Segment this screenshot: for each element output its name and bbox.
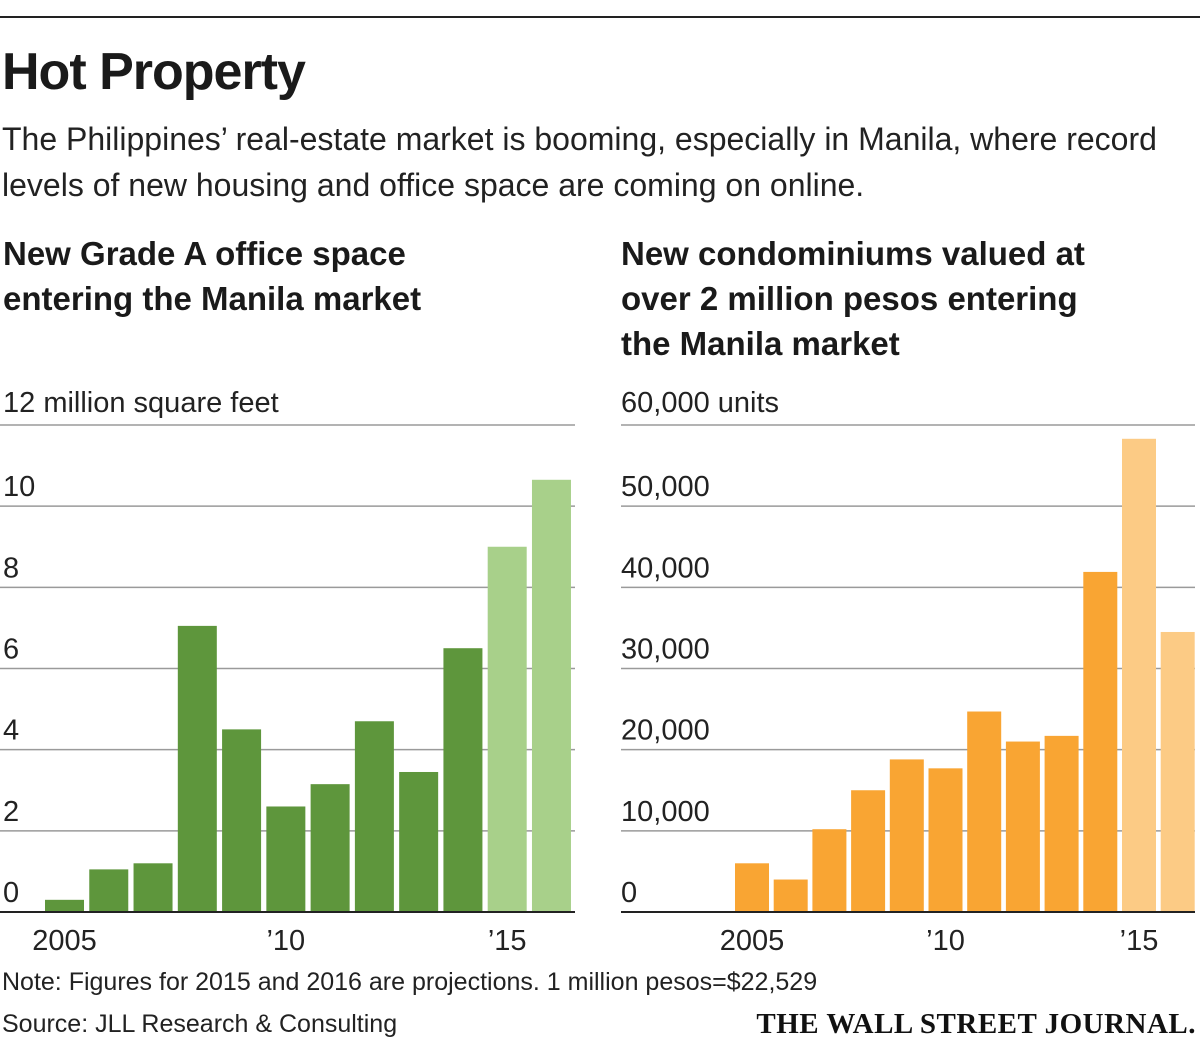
chart-1-x-tick-label: 2005 <box>32 925 97 957</box>
chart-1-title-line: entering the Manila market <box>3 280 421 317</box>
chart-2-y-tick-label: 40,000 <box>621 552 710 584</box>
chart-1-bar-2015 <box>487 546 527 912</box>
chart-1-bar-2005 <box>45 899 84 912</box>
chart-2-y-tick-label: 20,000 <box>621 715 710 747</box>
chart-1-x-tick-label: ’10 <box>266 925 305 957</box>
chart-1-bar-2008 <box>177 625 217 912</box>
chart-2-bar-2006 <box>773 879 808 912</box>
chart-1-bar-2011 <box>310 784 350 912</box>
chart-2-bar-2014 <box>1083 571 1118 912</box>
chart-1-y-unit-label: 12 million square feet <box>3 387 279 419</box>
chart-1-title-line: New Grade A office space <box>3 235 406 272</box>
source-line: Source: JLL Research & Consulting <box>2 1010 398 1038</box>
chart-1-y-tick-label: 8 <box>3 552 19 584</box>
chart-1-bar-2016 <box>531 479 571 912</box>
chart-2-y-tick-label: 50,000 <box>621 471 710 503</box>
chart-2-y-tick-label: 0 <box>621 877 637 909</box>
chart-title: Hot Property <box>2 43 306 101</box>
chart-2-bar-2012 <box>1005 741 1040 912</box>
chart-2-y-tick-label: 30,000 <box>621 634 710 666</box>
chart-2-bar-2011 <box>967 711 1002 912</box>
chart-2-bar-2009 <box>889 759 924 912</box>
publisher-logo: THE WALL STREET JOURNAL. <box>756 1008 1196 1040</box>
chart-2-bar-2005 <box>735 863 769 912</box>
chart-1-x-tick-label: ’15 <box>488 925 527 957</box>
chart-2-title-line: the Manila market <box>621 325 900 362</box>
chart-2-y-unit-label: 60,000 units <box>621 387 779 419</box>
chart-1-bar-2010 <box>266 806 306 912</box>
chart-subtitle: The Philippines’ real-estate market is b… <box>2 121 1157 203</box>
chart-1-bar-2013 <box>399 771 439 912</box>
chart-1-y-tick-label: 2 <box>3 796 19 828</box>
chart-2-bar-2007 <box>812 829 847 912</box>
chart-1-y-tick-label: 0 <box>3 877 19 909</box>
chart-1-y-tick-label: 10 <box>3 471 35 503</box>
chart-1-bar-2014 <box>443 648 483 912</box>
top-rule <box>0 16 1200 18</box>
chart-2-bar-2008 <box>851 790 886 912</box>
chart-2-bar-2010 <box>928 768 963 912</box>
chart-1-bar-2006 <box>89 869 129 912</box>
chart-2-bar-2015 <box>1122 438 1156 912</box>
chart-2-bar-2013 <box>1044 735 1079 912</box>
chart-2-title-line: over 2 million pesos entering <box>621 280 1078 317</box>
chart-2-x-tick-label: 2005 <box>720 925 785 957</box>
chart-2-bar-2016 <box>1160 631 1195 912</box>
chart-2-x-tick-label: ’15 <box>1120 925 1159 957</box>
chart-2-y-tick-label: 10,000 <box>621 796 710 828</box>
chart-1-y-tick-label: 6 <box>3 634 19 666</box>
chart-1-bar-2012 <box>354 721 394 912</box>
chart-2-title-line: New condominiums valued at <box>621 235 1085 272</box>
chart-1-y-tick-label: 4 <box>3 715 19 747</box>
chart-2-x-tick-label: ’10 <box>926 925 965 957</box>
chart-1-bar-2007 <box>133 863 173 912</box>
footnote: Note: Figures for 2015 and 2016 are proj… <box>2 968 818 996</box>
chart-1-bar-2009 <box>222 729 262 912</box>
